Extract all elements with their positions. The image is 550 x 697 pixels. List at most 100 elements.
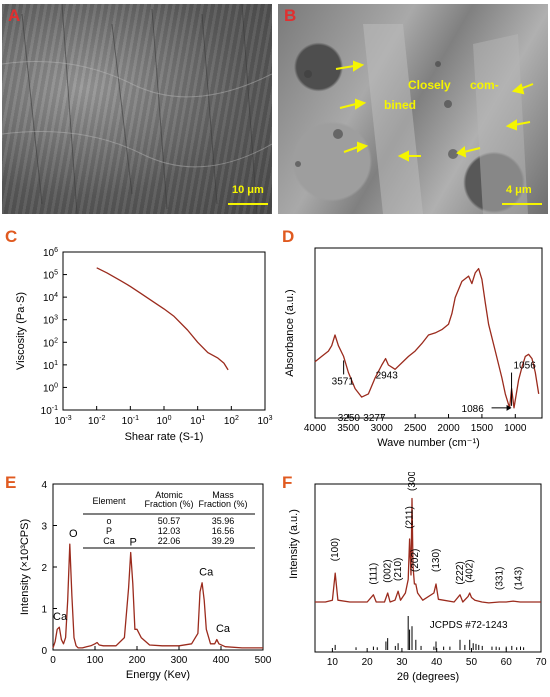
table-header: Fraction (%) <box>144 499 193 509</box>
y-tick-label: 4 <box>41 480 47 491</box>
chart-f-axes-frame <box>314 483 542 653</box>
x-axis-label: Shear rate (S-1) <box>125 431 204 443</box>
y-tick-label: 102 <box>43 337 58 349</box>
annotation-3250-3277: 3250-3277 <box>338 413 386 424</box>
y-tick-label: 103 <box>43 315 58 327</box>
x-tick-label: 102 <box>224 415 239 427</box>
table-cell: o <box>106 516 111 526</box>
peak-label: (130) <box>431 549 442 572</box>
x-tick-label: 1000 <box>504 423 527 434</box>
panel-label-c: C <box>5 227 18 246</box>
annotation-3571: 3571 <box>332 376 355 387</box>
panel-label-b: B <box>284 6 297 25</box>
peak-label: (222) <box>455 561 466 584</box>
panel-label-f: F <box>282 473 293 492</box>
viscosity-curve <box>96 267 229 371</box>
x-tick-label: 1500 <box>471 423 494 434</box>
scale-bar-a-label: 10 μm <box>232 184 264 196</box>
peak-label: P <box>129 536 136 548</box>
table-cell: Ca <box>103 536 115 546</box>
chart-f: 10 20 30 40 50 60 70 JCPDS #72-1243 (100) (111) (0… <box>288 472 547 683</box>
sem-b-texture <box>295 24 534 214</box>
table-cell: 12.03 <box>158 526 181 536</box>
x-tick-label: 2000 <box>437 423 460 434</box>
x-tick-label: 3500 <box>337 423 360 434</box>
peak-label: (402) <box>465 559 476 582</box>
x-tick-label: 103 <box>257 415 272 427</box>
scale-bar-b <box>502 203 542 205</box>
peak-label: (100) <box>330 538 341 561</box>
peak-label: Ca <box>53 611 68 623</box>
annotation-com: com- <box>470 78 499 92</box>
chart-c-axes-frame <box>62 251 266 411</box>
annotation-closely: Closely <box>408 78 451 92</box>
peak-label: (002) <box>383 559 394 582</box>
table-header: Fraction (%) <box>198 499 247 509</box>
peak-label: (210) <box>393 558 404 581</box>
y-tick-label: 100 <box>43 382 58 394</box>
panel-label-a: A <box>8 6 21 25</box>
sem-image-b: B Closely com- bined 4 μm <box>278 4 548 214</box>
x-tick-label: 50 <box>466 657 478 668</box>
peak-label: Ca <box>199 567 214 579</box>
table-header: Element <box>92 496 126 506</box>
x-tick-label: 60 <box>501 657 513 668</box>
x-axis-label: Energy (Kev) <box>126 669 190 681</box>
y-tick-label: 1 <box>41 605 47 616</box>
y-tick-label: 106 <box>43 247 58 259</box>
x-axis-label: Wave number (cm⁻¹) <box>377 437 480 449</box>
chart-d: 4000 3500 3000 2500 2000 1500 1000 3571 3250-327… <box>284 247 543 449</box>
y-axis-label: Intensity (a.u.) <box>288 509 300 579</box>
x-tick-label: 200 <box>129 655 146 666</box>
x-tick-label: 20 <box>362 657 374 668</box>
table-cell: P <box>106 526 112 536</box>
peak-label: Ca <box>216 623 231 635</box>
y-tick-label: 0 <box>41 646 47 657</box>
y-axis-label: Intensity (×10³CPS) <box>19 519 31 615</box>
table-header: Atomic <box>155 490 183 500</box>
sem-a-texture <box>2 4 272 214</box>
annotation-1056: 1056 <box>514 361 537 372</box>
reference-label: JCPDS #72-1243 <box>430 620 508 631</box>
scale-bar-a <box>228 203 268 205</box>
xrd-curve <box>315 497 541 604</box>
y-axis-label: Viscosity (Pa·S) <box>15 292 27 370</box>
table-cell: 22.06 <box>158 536 181 546</box>
sem-image-a: A 10 μm <box>2 4 272 214</box>
x-tick-label: 40 <box>431 657 443 668</box>
x-tick-label: 300 <box>171 655 188 666</box>
peak-label: (300) <box>407 472 418 491</box>
x-tick-label: 3000 <box>371 423 394 434</box>
x-tick-label: 2500 <box>404 423 427 434</box>
chart-d-axes-frame <box>314 247 543 419</box>
y-tick-label: 105 <box>43 270 58 282</box>
x-axis-label: 2θ (degrees) <box>397 671 459 683</box>
chart-e: 0 100 200 300 400 50001234CaOPCaCaElementAtom… <box>19 480 272 681</box>
y-tick-label: 101 <box>43 360 58 372</box>
panel-label-e: E <box>5 473 17 492</box>
x-tick-label: 4000 <box>304 423 327 434</box>
x-tick-label: 70 <box>535 657 547 668</box>
table-cell: 16.56 <box>212 526 235 536</box>
peak-label: (143) <box>513 567 524 590</box>
x-tick-label: 10 <box>327 657 339 668</box>
table-cell: 50.57 <box>158 516 181 526</box>
table-cell: 35.96 <box>212 516 235 526</box>
eds-curve <box>52 543 263 649</box>
annotation-1086: 1086 <box>462 404 485 415</box>
annotation-2943: 2943 <box>376 371 399 382</box>
arrowhead-1086 <box>506 404 512 411</box>
peak-label: (331) <box>494 567 505 590</box>
scale-bar-b-label: 4 μm <box>506 184 532 196</box>
ftir-curve <box>314 267 540 409</box>
annotation-bined: bined <box>384 98 416 112</box>
x-tick-label: 101 <box>190 415 205 427</box>
x-tick-label: 100 <box>87 655 104 666</box>
x-tick-label: 10-3 <box>54 415 71 427</box>
peak-label: (202) <box>410 549 421 572</box>
y-tick-label: 2 <box>41 563 47 574</box>
peak-label: (111) <box>368 563 379 585</box>
peak-label: (211) <box>405 506 416 529</box>
x-tick-label: 30 <box>396 657 408 668</box>
y-tick-label: 3 <box>41 522 47 533</box>
